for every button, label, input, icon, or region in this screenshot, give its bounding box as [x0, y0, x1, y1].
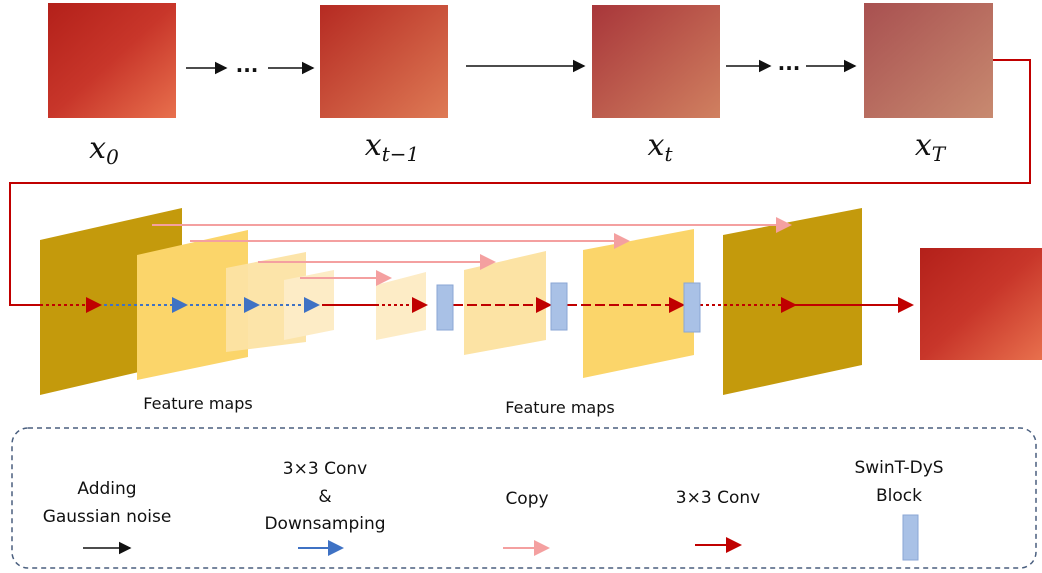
image	[592, 5, 720, 118]
step-label: xt−1	[365, 128, 419, 166]
swin-block	[551, 283, 567, 330]
diagram: ... ... x0 xt−1 xt xT Feature maps Featu…	[0, 0, 1042, 573]
legend-text: Gaussian noise	[43, 507, 172, 527]
legend-text: &	[318, 487, 331, 507]
legend-text: Copy	[505, 489, 548, 509]
feature-map	[583, 229, 694, 378]
legend-block	[903, 515, 918, 560]
subscript: t−1	[382, 142, 420, 166]
legend-text: SwinT-DyS	[854, 458, 943, 478]
legend-text: 3×3 Conv	[283, 459, 367, 479]
subscript: t	[664, 142, 673, 166]
legend-text: Block	[876, 486, 922, 506]
ellipsis: ...	[236, 53, 259, 77]
swin-block	[684, 283, 700, 332]
feature-map	[723, 208, 862, 395]
symbol: x	[89, 131, 106, 166]
subscript: T	[932, 142, 947, 166]
swin-block	[437, 285, 453, 330]
legend-text: Downsamping	[264, 514, 385, 534]
step-label: xt	[648, 128, 674, 166]
symbol: x	[365, 128, 382, 163]
output-image	[920, 248, 1042, 360]
image	[48, 3, 176, 118]
step-label: x0	[89, 131, 119, 169]
legend-text: Adding	[77, 479, 136, 499]
feature-map	[464, 251, 546, 355]
legend-text: 3×3 Conv	[676, 488, 760, 508]
symbol: x	[915, 128, 932, 163]
feature-label: Feature maps	[143, 394, 252, 413]
symbol: x	[648, 128, 665, 163]
image	[864, 3, 993, 118]
step-label: xT	[915, 128, 947, 166]
ellipsis: ...	[778, 51, 801, 75]
feature-label: Feature maps	[505, 398, 614, 417]
subscript: 0	[106, 145, 119, 169]
image	[320, 5, 448, 118]
